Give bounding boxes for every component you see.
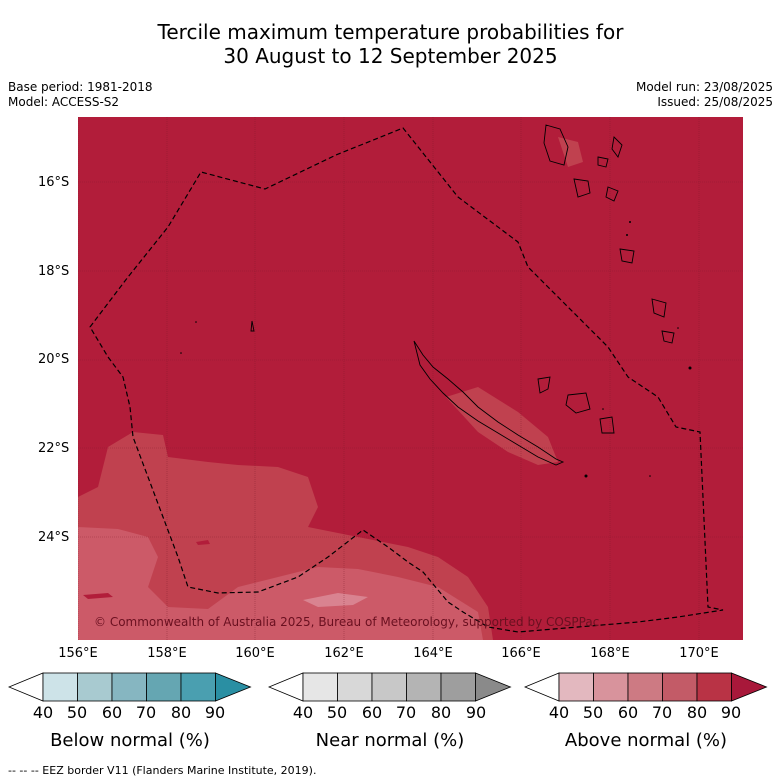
lat-label-20s: 20°S [38,352,70,367]
lat-label-18s: 18°S [38,264,70,279]
colorbar-extend-low [8,672,44,702]
loyalty-island-2 [565,392,591,414]
colorbar-near-normal [268,672,512,702]
cbar1-tick-80: 80 [430,703,452,722]
cbar1-tick-70: 70 [395,703,417,722]
new-caledonia-coast [413,340,565,466]
lon-label-156e: 156°E [58,646,98,661]
malekula-coast [573,178,591,198]
pentecost-coast [611,136,623,158]
gridlines [78,117,743,640]
colorbar-segment [406,672,442,702]
cbar2-tick-90: 90 [720,703,742,722]
colorbar-extend-low [524,672,560,702]
erromango-coast [651,298,667,318]
lon-label-168e: 168°E [590,646,630,661]
base-period-label: Base period: 1981-2018 [8,80,153,94]
coastlines [250,124,675,466]
meta-left: Base period: 1981-2018 Model: ACCESS-S2 [8,80,153,110]
colorbar-segment [42,672,78,702]
lon-label-158e: 158°E [147,646,187,661]
cbar2-tick-60: 60 [617,703,639,722]
cbar1-tick-60: 60 [361,703,383,722]
cbar0-tick-70: 70 [135,703,157,722]
colorbar-segment [371,672,407,702]
lon-label-160e: 160°E [235,646,275,661]
lat-label-16s: 16°S [38,175,70,190]
cbar1-tick-90: 90 [465,703,487,722]
colorbar-segment [337,672,373,702]
model-run-label: Model run: 23/08/2025 [635,80,773,94]
cbar0-tick-90: 90 [204,703,226,722]
colorbar-above-segments [524,672,768,702]
colorbar-segment [146,672,182,702]
issued-label: Issued: 25/08/2025 [657,95,773,109]
colorbar-segment [696,672,732,702]
near-normal-title: Near normal (%) [315,730,465,751]
lat-label-22s: 22°S [38,441,70,456]
colorbar-near-segments [268,672,512,702]
tanna-coast [661,330,675,344]
tiny-islands [180,221,692,478]
lat-label-24s: 24°S [38,530,70,545]
ambae-coast [597,156,609,168]
copyright-text: © Commonwealth of Australia 2025, Bureau… [94,615,599,629]
above-normal-title: Above normal (%) [564,730,728,751]
espiritu-santo-coast [543,124,569,166]
colorbar-below-normal [8,672,252,702]
cbar1-tick-50: 50 [326,703,348,722]
cbar2-tick-50: 50 [582,703,604,722]
eez-border [89,127,724,633]
below-normal-title: Below normal (%) [50,730,210,751]
probability-map: © Commonwealth of Australia 2025, Bureau… [78,117,743,640]
above-normal-patch-2 [196,540,210,545]
colorbar-extend-low [268,672,304,702]
loyalty-island-3 [599,416,615,434]
loyalty-island-1 [537,376,551,394]
chart-title-line2: 30 August to 12 September 2025 [223,44,558,68]
ambrym-coast [605,186,619,202]
colorbar-segment [180,672,216,702]
colorbar-segment [627,672,663,702]
chart-title-line1: Tercile maximum temperature probabilitie… [157,20,624,44]
lon-label-166e: 166°E [501,646,541,661]
vanuatu-shading [558,137,583,167]
cbar2-tick-70: 70 [651,703,673,722]
small-island-1 [250,320,255,332]
colorbar-below-segments [8,672,252,702]
new-caledonia-shading [446,387,558,465]
colorbar-segment [558,672,594,702]
colorbar-extend-high [215,672,252,702]
above-normal-50-60-region [303,593,368,607]
above-normal-patch [83,593,113,599]
colorbar-segment [593,672,629,702]
colorbar-segment [111,672,147,702]
cbar0-tick-40: 40 [32,703,54,722]
colorbar-segment [77,672,113,702]
colorbar-extend-high [475,672,512,702]
cbar0-tick-60: 60 [101,703,123,722]
cbar0-tick-80: 80 [170,703,192,722]
colorbar-segment [302,672,338,702]
eez-footer-note: -- -- -- EEZ border V11 (Flanders Marine… [8,764,317,777]
lon-label-162e: 162°E [324,646,364,661]
colorbar-above-normal [524,672,768,702]
efate-coast [619,248,635,264]
cbar2-tick-40: 40 [548,703,570,722]
colorbar-segment [662,672,698,702]
lon-label-170e: 170°E [679,646,719,661]
meta-right: Model run: 23/08/2025 Issued: 25/08/2025 [636,80,773,110]
model-label: Model: ACCESS-S2 [8,95,120,109]
colorbar-segment [440,672,476,702]
cbar1-tick-40: 40 [292,703,314,722]
lon-label-164e: 164°E [413,646,453,661]
cbar2-tick-80: 80 [686,703,708,722]
colorbar-extend-high [731,672,768,702]
cbar0-tick-50: 50 [66,703,88,722]
